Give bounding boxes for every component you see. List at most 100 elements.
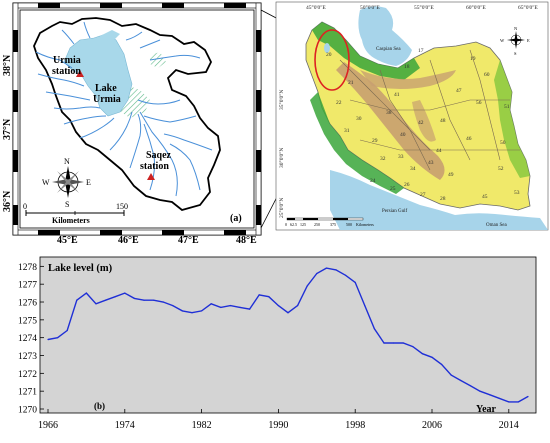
lake-level-point bbox=[66, 329, 68, 332]
y-tick-label: 1277 bbox=[18, 281, 37, 291]
basin-41: 41 bbox=[394, 92, 400, 98]
basin-number-labels: 17 18 19 20 21 22 24 25 26 27 28 29 30 3… bbox=[326, 48, 520, 202]
basin-52: 52 bbox=[498, 166, 504, 172]
basin-divisions bbox=[339, 49, 520, 171]
zagros-lowland bbox=[310, 92, 404, 194]
basin-19: 19 bbox=[470, 56, 476, 62]
lake-level-point bbox=[258, 294, 260, 296]
iran-scale-0: 0 bbox=[285, 222, 287, 227]
basin-27: 27 bbox=[420, 192, 426, 198]
basin-53: 53 bbox=[514, 190, 520, 196]
iran-lon-55: 55°0'0"E bbox=[414, 4, 434, 11]
basin-60: 60 bbox=[484, 72, 490, 78]
iran-scale-label: Kilometers bbox=[356, 222, 374, 227]
scale-kilometers-label: Kilometers bbox=[52, 216, 90, 225]
iran-compass-icon bbox=[507, 31, 525, 49]
basin-21: 21 bbox=[348, 80, 354, 86]
basin-45: 45 bbox=[482, 194, 488, 200]
central-mountains bbox=[412, 100, 436, 142]
lake-level-point bbox=[508, 401, 510, 403]
basin-22: 22 bbox=[336, 100, 342, 106]
iran-lon-50: 50°0'0"E bbox=[360, 4, 380, 11]
lake-level-point bbox=[325, 267, 327, 269]
lake-level-point bbox=[469, 385, 471, 387]
lake-level-point bbox=[431, 356, 433, 358]
lake-level-point bbox=[268, 296, 270, 298]
lake-level-point bbox=[47, 338, 49, 341]
basin-28: 28 bbox=[440, 196, 446, 202]
basin-29: 29 bbox=[372, 138, 378, 144]
persian-gulf bbox=[330, 170, 460, 230]
iran-scale-500: 500 bbox=[346, 222, 352, 227]
y-tick-label: 1274 bbox=[18, 334, 37, 344]
lake-level-point bbox=[421, 353, 423, 355]
iran-lon-45: 45°0'0"E bbox=[306, 4, 326, 11]
iran-compass-s: S bbox=[514, 51, 517, 56]
lake-level-point bbox=[105, 299, 107, 301]
lake-level-point bbox=[143, 299, 145, 301]
basin-map-frame-ticks bbox=[12, 2, 262, 236]
lake-level-point bbox=[354, 281, 356, 283]
lake-level-point bbox=[133, 297, 135, 299]
hatched-area-small bbox=[150, 52, 166, 68]
saqez-station-label-2: station bbox=[140, 161, 169, 172]
lake-level-point bbox=[229, 305, 231, 307]
basin-44: 44 bbox=[436, 148, 442, 154]
scale-max: 150 bbox=[116, 202, 128, 211]
x-tick-label: 2014 bbox=[499, 420, 519, 431]
chart-plot-area bbox=[39, 256, 537, 414]
basin-49: 49 bbox=[448, 172, 454, 178]
eastern-lowland bbox=[494, 60, 530, 178]
x-tick-label: 2006 bbox=[422, 420, 442, 431]
urmia-station-label: Urmia bbox=[53, 55, 81, 66]
lake-level-point bbox=[306, 285, 308, 287]
oman-sea-label: Oman Sea bbox=[486, 223, 507, 228]
basin-34: 34 bbox=[410, 166, 416, 172]
caspian-sea-label: Caspian Sea bbox=[376, 47, 401, 52]
urmia-station-marker bbox=[76, 70, 84, 77]
lake-level-point bbox=[191, 312, 193, 314]
basin-40: 40 bbox=[400, 132, 406, 138]
lake-level-point bbox=[412, 346, 414, 348]
y-tick-label: 1272 bbox=[18, 370, 37, 380]
compass-s: S bbox=[65, 200, 69, 209]
lake-urmia-mini bbox=[324, 43, 330, 53]
iran-scale-250: 250 bbox=[314, 222, 320, 227]
x-tick-label: 1974 bbox=[115, 420, 135, 431]
caspian-lowland bbox=[312, 22, 420, 80]
basin-48: 48 bbox=[440, 118, 446, 124]
lon-46: 46°E bbox=[118, 235, 139, 246]
lake-level-point bbox=[498, 397, 500, 399]
lake-level-point bbox=[287, 312, 289, 314]
y-tick-label: 1270 bbox=[18, 406, 37, 416]
compass-rose-icon bbox=[52, 166, 84, 198]
x-tick-label: 1982 bbox=[192, 420, 212, 431]
basin-30: 30 bbox=[356, 116, 362, 122]
basin-47: 47 bbox=[456, 88, 462, 94]
lake-level-points bbox=[47, 267, 529, 403]
lake-level-point bbox=[153, 299, 155, 301]
lake-level-point bbox=[450, 374, 452, 376]
compass-e: E bbox=[86, 178, 91, 187]
lake-level-point bbox=[527, 395, 529, 398]
y-tick-label: 1275 bbox=[18, 316, 37, 326]
x-tick-label: 1966 bbox=[38, 420, 58, 431]
urmia-station-label-2: station bbox=[52, 66, 81, 77]
basin-51: 51 bbox=[504, 104, 510, 110]
y-tick-label: 1278 bbox=[18, 263, 37, 273]
y-tick-label: 1271 bbox=[18, 388, 37, 398]
basin-38: 38 bbox=[386, 110, 392, 116]
iran-scale-375: 375 bbox=[330, 222, 336, 227]
iran-compass-e: E bbox=[527, 38, 530, 43]
y-axis: 1270 1271 1272 1273 1274 1275 1276 1277 1278 bbox=[18, 263, 44, 416]
lake-level-point bbox=[489, 394, 491, 396]
lake-level-point bbox=[210, 303, 212, 305]
lake-level-point bbox=[172, 305, 174, 307]
lake-level-chart: 1270 1271 1272 1273 1274 1275 1276 1277 1278 196… bbox=[18, 256, 537, 431]
lake-level-point bbox=[201, 310, 203, 312]
lake-level-point bbox=[124, 292, 126, 294]
chart-title: Lake level (m) bbox=[48, 263, 113, 274]
lake-urmia-label: Lake bbox=[95, 83, 117, 94]
x-tick-label: 1998 bbox=[345, 420, 365, 431]
x-axis-label: Year bbox=[476, 404, 497, 415]
